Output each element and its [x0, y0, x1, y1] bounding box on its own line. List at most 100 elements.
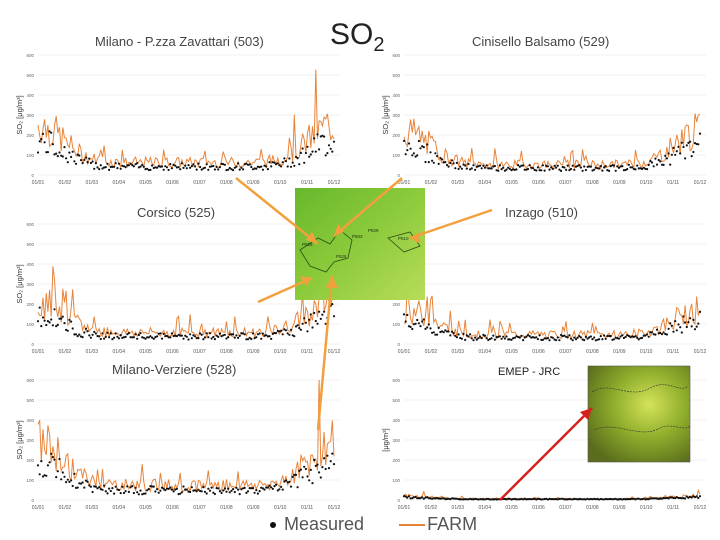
measured-point: [304, 151, 307, 155]
measured-point: [608, 169, 611, 172]
measured-point: [480, 167, 483, 170]
measured-point: [593, 336, 596, 339]
measured-point: [667, 497, 670, 500]
measured-point: [65, 157, 68, 160]
measured-point: [644, 167, 647, 170]
measured-point: [253, 337, 256, 340]
measured-point: [505, 335, 508, 338]
arrow-503: [235, 177, 319, 245]
x-tick-label: 01/09: [247, 180, 260, 186]
x-tick-label: 01/05: [139, 180, 152, 186]
measured-point: [70, 155, 73, 159]
measured-point: [465, 334, 468, 337]
measured-point: [40, 138, 43, 141]
y-tick-label: 500: [392, 398, 400, 403]
measured-point: [584, 498, 588, 501]
measured-point: [256, 492, 259, 495]
measured-point: [452, 497, 455, 500]
measured-point: [548, 168, 551, 171]
measured-point: [299, 151, 302, 154]
measured-point: [101, 167, 104, 170]
measured-point: [530, 336, 533, 339]
measured-point: [194, 335, 197, 338]
measured-point: [268, 484, 271, 487]
measured-point: [536, 497, 540, 500]
measured-point: [482, 164, 485, 167]
measured-point: [472, 164, 475, 167]
measured-point: [84, 479, 88, 482]
measured-point: [132, 491, 135, 495]
measured-point: [260, 165, 263, 168]
measured-point: [324, 322, 327, 325]
measured-point: [243, 333, 246, 336]
measured-point: [690, 155, 693, 158]
measured-point: [142, 492, 145, 495]
measured-point: [203, 490, 207, 493]
measured-point: [78, 333, 81, 336]
measured-point: [591, 169, 594, 172]
measured-point: [609, 497, 612, 501]
measured-point: [207, 336, 210, 339]
measured-point: [169, 336, 172, 339]
map-station-label: P529: [368, 228, 379, 233]
station-map: P503 P510 P525 P528 P529: [295, 188, 425, 300]
measured-point: [104, 490, 107, 493]
x-tick-label: 01/05: [505, 349, 518, 355]
measured-point: [422, 318, 425, 321]
measured-point: [116, 335, 119, 338]
x-tick-label: 01/08: [586, 505, 599, 511]
measured-point: [469, 497, 472, 500]
x-tick-label: 01/06: [532, 349, 545, 355]
measured-point: [417, 139, 420, 143]
measured-point: [642, 166, 645, 169]
measured-point: [197, 162, 200, 165]
measured-point: [199, 165, 202, 169]
measured-point: [180, 162, 183, 165]
measured-point: [104, 166, 107, 169]
x-tick-label: 01/05: [139, 505, 152, 511]
measured-point: [46, 320, 50, 323]
measured-point: [641, 498, 644, 501]
measured-point: [422, 146, 425, 149]
measured-point: [113, 492, 116, 495]
measured-point: [36, 320, 40, 323]
measured-point: [616, 498, 619, 501]
measured-point: [89, 161, 92, 165]
measured-point: [253, 167, 256, 170]
measured-point: [687, 321, 690, 324]
measured-point: [51, 456, 55, 459]
measured-point: [493, 498, 496, 501]
measured-point: [296, 324, 299, 327]
measured-point: [321, 466, 324, 469]
measured-point: [477, 165, 480, 168]
measured-point: [432, 331, 435, 334]
measured-point: [141, 163, 144, 167]
measured-point: [480, 498, 483, 501]
measured-point: [106, 162, 109, 165]
measured-point: [434, 152, 437, 155]
measured-point: [665, 157, 669, 160]
measured-point: [634, 168, 637, 171]
measured-point: [629, 498, 632, 501]
measured-point: [271, 487, 274, 490]
measured-point: [626, 334, 629, 337]
measured-point: [421, 496, 424, 499]
measured-point: [169, 486, 172, 489]
measured-point: [151, 336, 154, 339]
x-tick-label: 01/12: [328, 349, 341, 355]
measured-point: [68, 151, 71, 154]
measured-point: [43, 474, 46, 477]
measured-point: [78, 154, 81, 157]
measured-point: [156, 166, 159, 169]
measured-point: [255, 489, 258, 492]
measured-point: [327, 144, 331, 147]
y-tick-label: 300: [26, 282, 34, 287]
measured-point: [414, 495, 417, 498]
y-tick-label: 0: [31, 173, 34, 178]
measured-point: [689, 317, 692, 320]
measured-point: [66, 478, 69, 481]
measured-point: [565, 168, 568, 171]
measured-point: [601, 338, 604, 341]
measured-point: [246, 163, 250, 166]
measured-point: [530, 498, 533, 501]
